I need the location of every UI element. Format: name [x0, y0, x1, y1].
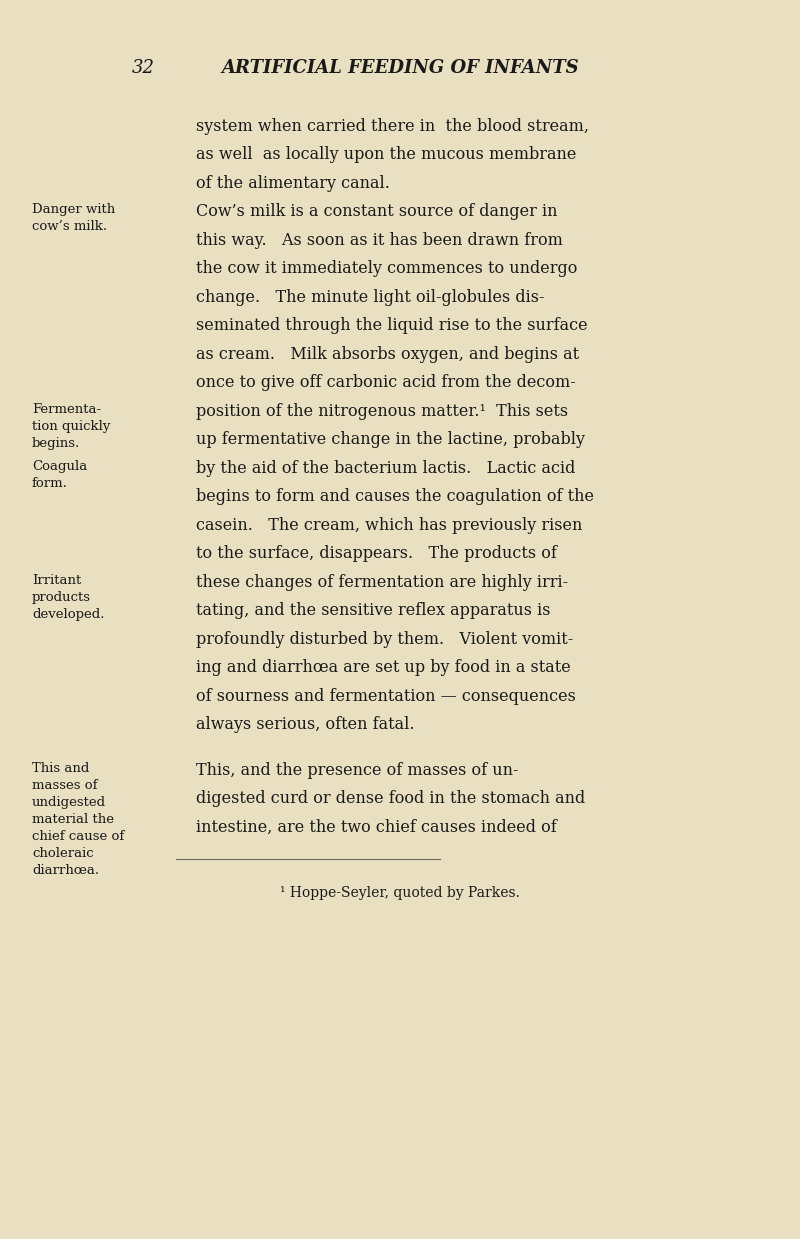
Text: ing and diarrhœa are set up by food in a state: ing and diarrhœa are set up by food in a… [196, 659, 570, 676]
Text: Coagula
form.: Coagula form. [32, 460, 87, 489]
Text: seminated through the liquid rise to the surface: seminated through the liquid rise to the… [196, 317, 588, 335]
Text: system when carried there in  the blood stream,: system when carried there in the blood s… [196, 118, 589, 135]
Text: to the surface, disappears.   The products of: to the surface, disappears. The products… [196, 545, 557, 563]
Text: profoundly disturbed by them.   Violent vomit-: profoundly disturbed by them. Violent vo… [196, 631, 574, 648]
Text: This and
masses of
undigested
material the
chief cause of
choleraic
diarrhœa.: This and masses of undigested material t… [32, 762, 124, 877]
Text: these changes of fermentation are highly irri-: these changes of fermentation are highly… [196, 574, 568, 591]
Text: Fermenta-
tion quickly
begins.: Fermenta- tion quickly begins. [32, 403, 110, 450]
Text: up fermentative change in the lactine, probably: up fermentative change in the lactine, p… [196, 431, 585, 449]
Text: 32: 32 [132, 59, 155, 77]
Text: intestine, are the two chief causes indeed of: intestine, are the two chief causes inde… [196, 819, 557, 836]
Text: Danger with
cow’s milk.: Danger with cow’s milk. [32, 203, 115, 233]
Text: change.   The minute light oil-globules dis-: change. The minute light oil-globules di… [196, 289, 545, 306]
Text: always serious, often fatal.: always serious, often fatal. [196, 716, 414, 733]
Text: begins to form and causes the coagulation of the: begins to form and causes the coagulatio… [196, 488, 594, 506]
Text: of sourness and fermentation — consequences: of sourness and fermentation — consequen… [196, 688, 576, 705]
Text: digested curd or dense food in the stomach and: digested curd or dense food in the stoma… [196, 790, 586, 808]
Text: This, and the presence of masses of un-: This, and the presence of masses of un- [196, 762, 518, 779]
Text: this way.   As soon as it has been drawn from: this way. As soon as it has been drawn f… [196, 232, 563, 249]
Text: ¹ Hoppe-Seyler, quoted by Parkes.: ¹ Hoppe-Seyler, quoted by Parkes. [280, 886, 520, 900]
Text: as well  as locally upon the mucous membrane: as well as locally upon the mucous membr… [196, 146, 576, 164]
Text: by the aid of the bacterium lactis.   Lactic acid: by the aid of the bacterium lactis. Lact… [196, 460, 575, 477]
Text: once to give off carbonic acid from the decom-: once to give off carbonic acid from the … [196, 374, 576, 392]
Text: the cow it immediately commences to undergo: the cow it immediately commences to unde… [196, 260, 578, 278]
Text: casein.   The cream, which has previously risen: casein. The cream, which has previously … [196, 517, 582, 534]
Text: Cow’s milk is a constant source of danger in: Cow’s milk is a constant source of dange… [196, 203, 558, 221]
Text: position of the nitrogenous matter.¹  This sets: position of the nitrogenous matter.¹ Thi… [196, 403, 568, 420]
Text: of the alimentary canal.: of the alimentary canal. [196, 175, 390, 192]
Text: tating, and the sensitive reflex apparatus is: tating, and the sensitive reflex apparat… [196, 602, 550, 620]
Text: Irritant
products
developed.: Irritant products developed. [32, 574, 105, 621]
Text: ARTIFICIAL FEEDING OF INFANTS: ARTIFICIAL FEEDING OF INFANTS [221, 59, 579, 77]
Text: as cream.   Milk absorbs oxygen, and begins at: as cream. Milk absorbs oxygen, and begin… [196, 346, 579, 363]
